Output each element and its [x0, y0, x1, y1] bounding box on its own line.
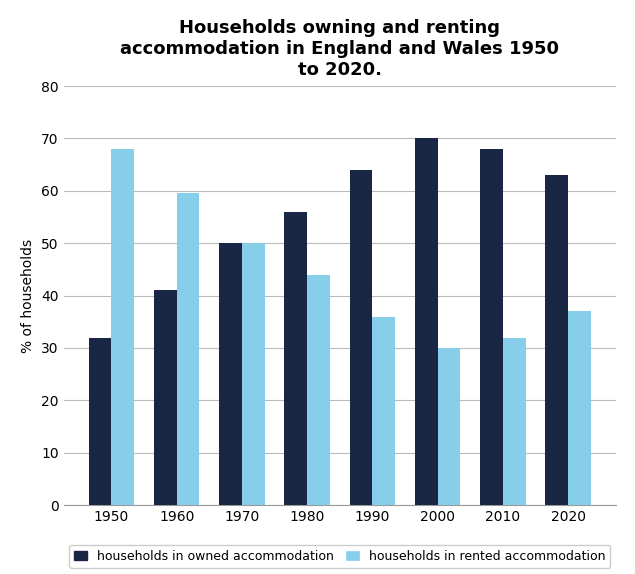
Bar — [284, 212, 307, 505]
Bar — [503, 338, 526, 505]
Legend: households in owned accommodation, households in rented accommodation: households in owned accommodation, house… — [69, 545, 610, 568]
Bar — [372, 317, 395, 505]
Bar — [415, 138, 438, 505]
Y-axis label: % of households: % of households — [22, 239, 36, 352]
Bar — [242, 243, 265, 505]
Bar — [177, 193, 199, 505]
Bar — [219, 243, 242, 505]
Title: Households owning and renting
accommodation in England and Wales 1950
to 2020.: Households owning and renting accommodat… — [120, 20, 559, 79]
Bar — [480, 149, 503, 505]
Bar — [111, 149, 134, 505]
Bar — [545, 175, 568, 505]
Bar — [307, 275, 330, 505]
Bar — [89, 338, 111, 505]
Bar — [568, 311, 591, 505]
Bar — [349, 170, 372, 505]
Bar — [154, 290, 177, 505]
Bar — [438, 348, 460, 505]
